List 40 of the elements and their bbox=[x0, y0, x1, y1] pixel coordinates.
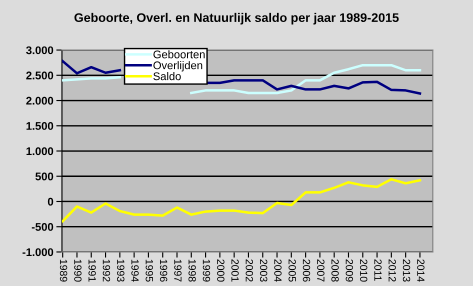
legend-label: Saldo bbox=[153, 72, 181, 80]
x-tick-label: 2003 bbox=[260, 259, 268, 282]
y-tick-label: 1.500 bbox=[26, 122, 54, 130]
x-tick-label: 2014 bbox=[417, 259, 425, 282]
x-tick-label: 1993 bbox=[117, 260, 124, 282]
x-tick-label: 2002 bbox=[246, 259, 254, 282]
x-tick-label: 2012 bbox=[388, 259, 396, 282]
x-tick-label: 1996 bbox=[160, 260, 168, 282]
x-tick-label: 2000 bbox=[217, 259, 224, 282]
x-tick-label: 2004 bbox=[274, 259, 282, 282]
x-tick-label: 2006 bbox=[302, 259, 310, 282]
y-tick-label: 2.000 bbox=[26, 96, 54, 105]
legend-label: Geboorten bbox=[153, 50, 205, 58]
y-tick-label: 2.500 bbox=[26, 72, 54, 80]
x-tick-label: 2005 bbox=[288, 259, 296, 282]
x-tick-label: 1989 bbox=[60, 260, 68, 282]
x-tick-label: 1991 bbox=[88, 260, 96, 282]
y-tick-label: 1.000 bbox=[26, 147, 54, 156]
legend-label: Overlijden bbox=[153, 61, 202, 72]
y-tick-label: -1.000 bbox=[22, 248, 54, 256]
x-tick-label: 1990 bbox=[74, 260, 82, 282]
x-tick-label: 1994 bbox=[131, 260, 139, 282]
y-tick-label: -500 bbox=[32, 222, 54, 231]
x-tick-label: 1998 bbox=[188, 260, 196, 282]
x-tick-label: 1992 bbox=[102, 260, 110, 282]
x-tick-label: 1995 bbox=[146, 260, 153, 282]
y-tick-label: 3.000 bbox=[26, 46, 54, 54]
x-tick-label: 2001 bbox=[231, 259, 239, 282]
x-tick-label: 2010 bbox=[360, 259, 368, 282]
x-tick-label: 2009 bbox=[346, 259, 354, 282]
x-tick-label: 2007 bbox=[317, 259, 324, 282]
line-series bbox=[62, 178, 422, 222]
x-tick-label: 1999 bbox=[202, 260, 210, 282]
x-tick-label: 2008 bbox=[331, 259, 339, 282]
y-tick-label: 500 bbox=[35, 172, 54, 180]
chart-title: Geboorte, Overl. en Natuurlijk saldo per jaar 1989-2015 bbox=[74, 12, 399, 25]
x-tick-label: 2011 bbox=[374, 259, 382, 281]
x-tick-label: 2013 bbox=[402, 259, 410, 282]
y-tick-label: 0 bbox=[48, 198, 54, 206]
x-tick-label: 1997 bbox=[174, 260, 182, 282]
